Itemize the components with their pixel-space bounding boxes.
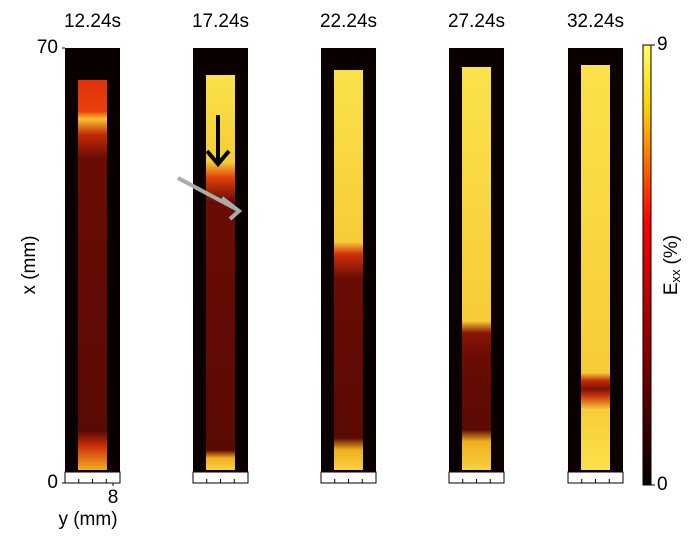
- panel-title: 22.24s: [320, 11, 377, 32]
- strain-field: [334, 70, 363, 470]
- y-tick-label: 70: [37, 37, 58, 58]
- panel-title: 32.24s: [567, 11, 624, 32]
- panel-title: 12.24s: [64, 11, 121, 32]
- front-arrow: [205, 115, 231, 168]
- colorbar-tick-label: 0: [657, 474, 668, 495]
- colorbar: [642, 44, 652, 486]
- colorbar-tick-label: 9: [657, 34, 668, 55]
- strain-field: [206, 75, 235, 470]
- direction-arrow: [177, 176, 243, 221]
- y-tick-label: 0: [47, 472, 58, 493]
- panel-title: 27.24s: [448, 11, 505, 32]
- strain-field: [581, 65, 610, 470]
- x-tick-label: 8: [108, 487, 119, 508]
- x-axis-label: y (mm): [58, 509, 117, 530]
- panel-title: 17.24s: [192, 11, 249, 32]
- colorbar-label-main: E: [661, 282, 682, 295]
- panels: [64, 48, 624, 484]
- colorbar-label-sub: xx: [668, 269, 683, 283]
- strain-field: [78, 80, 107, 470]
- colorbar-label: Exx (%): [661, 235, 683, 295]
- strain-field: [462, 67, 491, 470]
- y-axis-label: x (mm): [19, 235, 40, 294]
- colorbar-label-unit: (%): [661, 235, 682, 265]
